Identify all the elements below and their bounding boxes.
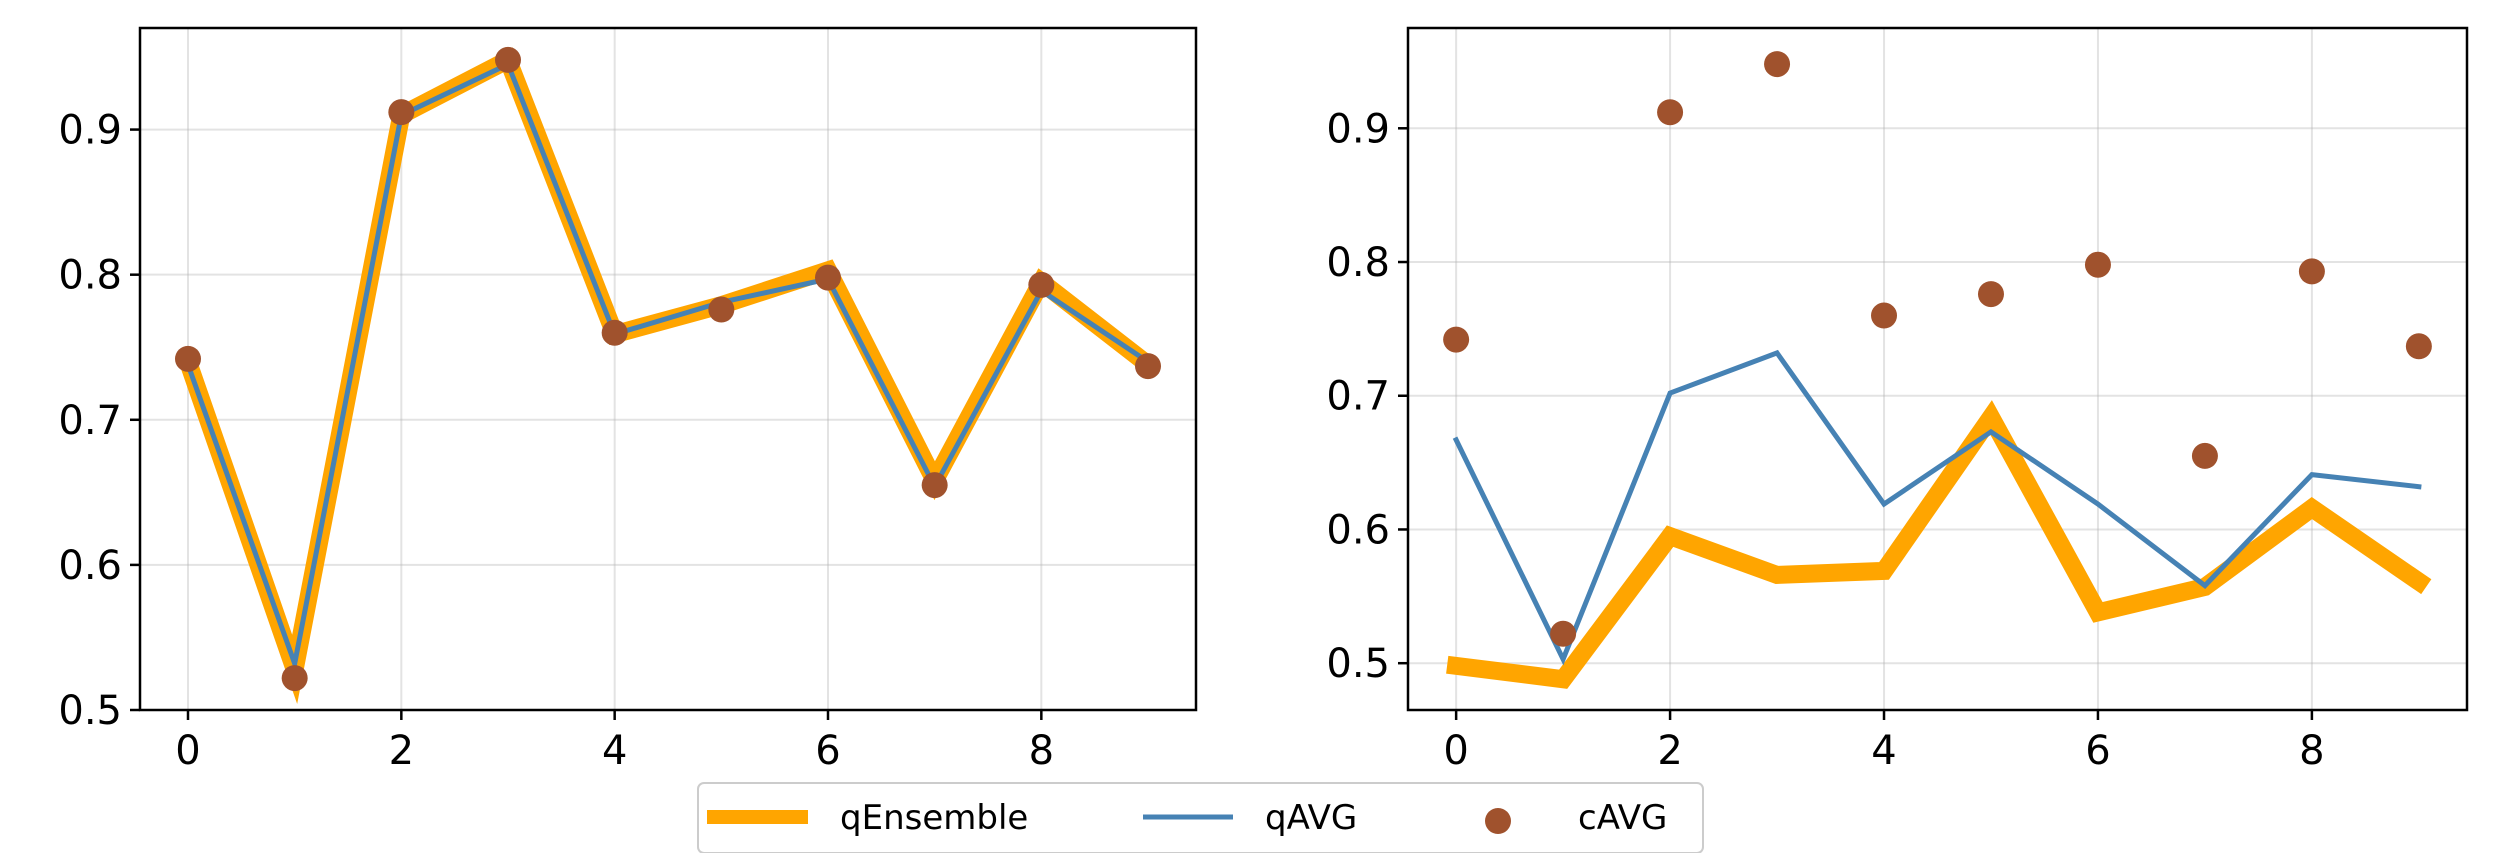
panel0-series-qavg-line <box>184 60 1152 674</box>
panel0-cavg-point-9 <box>1135 353 1161 380</box>
panel0-cavg-point-3 <box>495 46 521 73</box>
panel1-axes-frame <box>1406 26 2469 712</box>
legend-item-cavg: cAVG <box>1485 798 1667 838</box>
panel1-x-tick-label-0: 0 <box>1443 728 1468 774</box>
panel1-x-tick-label-2: 4 <box>1871 728 1896 774</box>
panel0-y-tick-label-0: 0.5 <box>58 688 122 734</box>
panel1-cavg-point-5 <box>1977 281 2004 308</box>
panel1-cavg-point-2 <box>1657 99 1684 126</box>
panel1-cavg-point-0 <box>1443 326 1470 353</box>
panel1-cavg-point-3 <box>1764 51 1791 78</box>
panel1-cavg-point-7 <box>2191 442 2218 469</box>
legend-label-qavg: qAVG <box>1265 798 1357 838</box>
panel0-x-tick-label-1: 2 <box>389 728 414 774</box>
legend-label-cavg: cAVG <box>1578 798 1667 838</box>
panel0-x-tick-label-4: 8 <box>1029 728 1054 774</box>
panel0-cavg-point-4 <box>601 319 628 346</box>
panel0-y-tick-label-2: 0.7 <box>58 398 122 444</box>
panel1-cavg-point-1 <box>1550 620 1577 647</box>
panel0-series-qensemble-line <box>176 47 1161 705</box>
panel1-x-tick-label-4: 8 <box>2299 728 2324 774</box>
panel1-y-tick-label-2: 0.7 <box>1326 374 1390 420</box>
right-chart-panel: 0 2 4 6 8 0.5 0.6 0.7 0.8 0.9 <box>1326 26 2469 774</box>
panel0-cavg-point-7 <box>921 472 948 499</box>
panel1-cavg-point-9 <box>2405 333 2432 360</box>
panel1-x-tick-label-3: 6 <box>2085 728 2110 774</box>
panel1-cavg-point-4 <box>1871 302 1898 329</box>
panel0-cavg-point-5 <box>708 296 735 323</box>
panel1-cavg-point-8 <box>2298 258 2325 285</box>
legend: qEnsemble qAVG cAVG <box>697 782 1704 853</box>
panel0-y-tick-label-3: 0.8 <box>58 253 122 299</box>
panel1-series-qavg-line <box>1452 349 2422 666</box>
panel0-cavg-point-1 <box>281 665 308 692</box>
panel0-cavg-point-2 <box>388 99 415 126</box>
panel0-cavg-point-6 <box>815 264 841 291</box>
panel1-y-tick-label-3: 0.8 <box>1326 240 1390 286</box>
legend-item-qavg: qAVG <box>1143 798 1357 838</box>
panel0-x-tick-label-3: 6 <box>815 728 840 774</box>
legend-label-qensemble: qEnsemble <box>840 798 1028 838</box>
panel0-y-tick-label-1: 0.6 <box>58 543 122 589</box>
panel1-x-tick-label-1: 2 <box>1657 728 1682 774</box>
panel0-x-tick-label-0: 0 <box>175 728 200 774</box>
panel1-y-tick-label-1: 0.6 <box>1326 507 1390 553</box>
legend-swatch-cavg <box>1485 808 1511 834</box>
panel0-x-tick-label-2: 4 <box>602 728 627 774</box>
panel0-axes-frame <box>138 26 1198 712</box>
legend-item-qensemble: qEnsemble <box>707 798 1028 838</box>
panel0-cavg-point-8 <box>1028 271 1055 298</box>
panel1-y-tick-label-0: 0.5 <box>1326 641 1390 687</box>
panel1-cavg-point-6 <box>2084 251 2111 278</box>
panel1-series-qensemble-line <box>1446 400 2432 689</box>
left-chart-panel: 0 2 4 6 8 0.5 0.6 0.7 0.8 0.9 <box>58 26 1198 774</box>
panel0-cavg-point-0 <box>175 345 201 372</box>
panel0-y-tick-label-4: 0.9 <box>58 108 122 154</box>
panel1-y-tick-label-4: 0.9 <box>1326 106 1390 152</box>
